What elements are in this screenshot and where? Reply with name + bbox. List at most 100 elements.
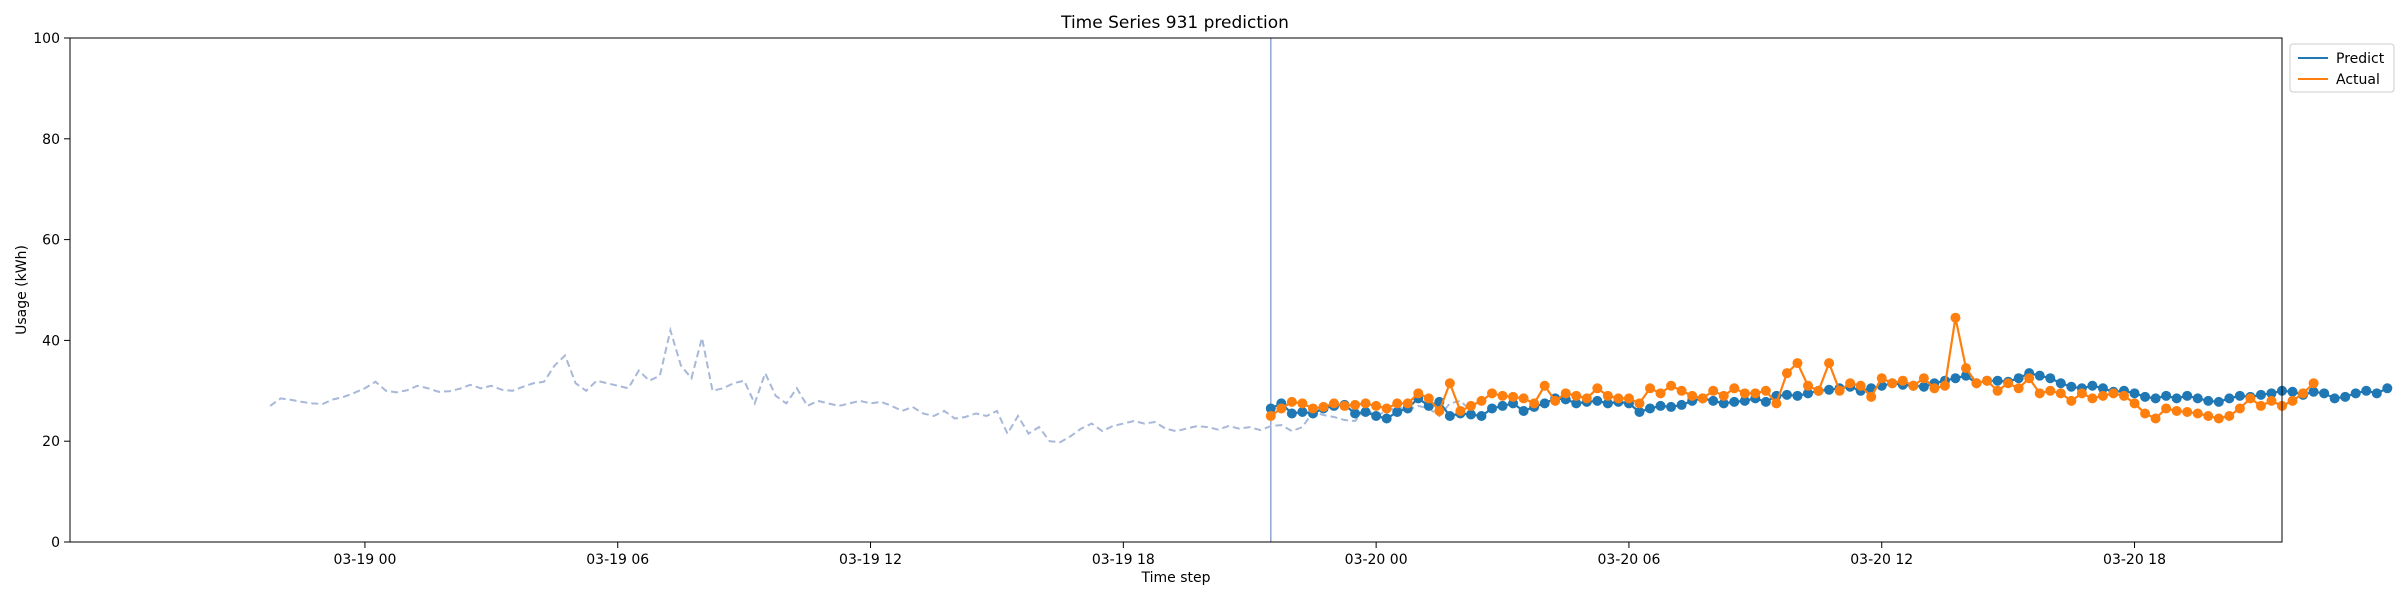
actual-point <box>2003 378 2014 389</box>
predict-point <box>1476 411 1487 421</box>
x-tick-label: 03-20 12 <box>1850 552 1913 568</box>
actual-point <box>1982 375 1993 386</box>
actual-point <box>1623 393 1634 404</box>
x-tick-label: 03-20 06 <box>1597 552 1660 568</box>
actual-point <box>1265 411 1276 421</box>
actual-point <box>1455 405 1466 416</box>
predict-point <box>1634 406 1645 417</box>
predict-point <box>2266 388 2277 399</box>
predict-point <box>2382 383 2393 394</box>
actual-point <box>2087 393 2098 404</box>
actual-point <box>2287 395 2298 406</box>
predict-point <box>2150 393 2161 404</box>
predict-point <box>1371 411 1382 421</box>
actual-point <box>1423 393 1434 404</box>
actual-point <box>1918 373 1929 384</box>
predict-point <box>1781 389 1792 400</box>
predict-point <box>2213 396 2224 407</box>
actual-point <box>1518 393 1529 404</box>
predict-point <box>1708 395 1719 406</box>
predict-point <box>1824 384 1835 395</box>
actual-point <box>1602 390 1613 401</box>
predict-point <box>1655 400 1666 411</box>
predict-point <box>1571 398 1582 409</box>
predict-point <box>1265 403 1276 414</box>
predict-point <box>2013 373 2024 384</box>
predict-point <box>1497 400 1508 411</box>
x-tick-label: 03-19 18 <box>1092 552 1155 568</box>
actual-point <box>2234 403 2245 414</box>
predict-point <box>2234 390 2245 401</box>
actual-point <box>1402 398 1413 409</box>
predict-point <box>1718 398 1729 409</box>
y-tick-label: 80 <box>42 132 60 148</box>
actual-point <box>1750 388 1761 399</box>
actual-point <box>1444 378 1455 389</box>
actual-point <box>1950 312 1961 323</box>
actual-point <box>1434 405 1445 416</box>
y-tick-label: 60 <box>42 233 60 249</box>
predict-point <box>1803 388 1813 399</box>
y-tick-label: 0 <box>51 535 60 551</box>
actual-point <box>1729 383 1740 394</box>
predict-point <box>1518 405 1529 416</box>
predict-point <box>1487 403 1497 414</box>
chart-title: Time Series 931 prediction <box>1060 13 1289 33</box>
y-axis: 0 20 40 60 80 100 <box>33 31 70 551</box>
actual-point <box>2182 406 2193 417</box>
predict-point <box>2361 385 2372 396</box>
actual-point <box>1571 390 1582 401</box>
predict-point <box>2192 393 2203 404</box>
actual-point <box>2150 413 2161 424</box>
predict-point <box>1465 409 1476 420</box>
predict-point <box>1950 373 1961 384</box>
actual-point <box>1550 395 1561 406</box>
actual-point <box>1539 380 1550 391</box>
actual-point <box>1708 385 1719 396</box>
predict-point <box>2182 390 2193 401</box>
actual-point <box>1318 401 1329 412</box>
actual-point <box>1687 390 1698 401</box>
predict-point <box>1602 398 1613 409</box>
x-tick-label: 03-19 00 <box>333 552 396 568</box>
actual-point <box>1929 383 1940 394</box>
predict-point <box>2140 391 2151 402</box>
predict-point <box>2203 395 2214 406</box>
actual-point <box>2066 395 2077 406</box>
legend-actual-label: Actual <box>2336 72 2380 88</box>
predict-point <box>2255 389 2266 400</box>
actual-point <box>1645 383 1655 394</box>
actual-point <box>2266 395 2277 406</box>
actual-point <box>2108 388 2119 399</box>
y-tick-label: 20 <box>42 434 60 450</box>
actual-point <box>1718 390 1729 401</box>
actual-point <box>1413 388 1424 399</box>
actual-point <box>2308 378 2319 389</box>
actual-point <box>1297 398 1308 409</box>
x-axis: 03-19 00 03-19 06 03-19 12 03-19 18 03-20 00… <box>333 542 2166 568</box>
predict-point <box>1444 411 1455 421</box>
predict-point <box>2224 393 2235 404</box>
actual-point <box>1897 375 1908 386</box>
predict-point <box>1297 406 1308 417</box>
predict-point <box>1918 381 1929 392</box>
predict-point <box>2161 390 2172 401</box>
predict-point <box>2308 386 2319 397</box>
predict-point <box>1760 396 1771 407</box>
predict-point <box>1739 395 1750 406</box>
actual-point <box>1876 373 1887 384</box>
predict-point <box>2287 386 2298 397</box>
predict-point <box>2055 378 2066 389</box>
actual-point <box>1276 403 1287 414</box>
predict-point <box>1645 403 1655 414</box>
actual-point <box>1961 363 1971 374</box>
actual-point <box>2224 411 2235 421</box>
actual-point <box>1329 398 1339 409</box>
actual-point <box>2119 390 2129 401</box>
y-axis-label: Usage (kWh) <box>14 245 30 335</box>
predict-point <box>2045 373 2056 384</box>
actual-point <box>1824 358 1835 369</box>
actual-point <box>1834 385 1845 396</box>
actual-point <box>2097 390 2108 401</box>
